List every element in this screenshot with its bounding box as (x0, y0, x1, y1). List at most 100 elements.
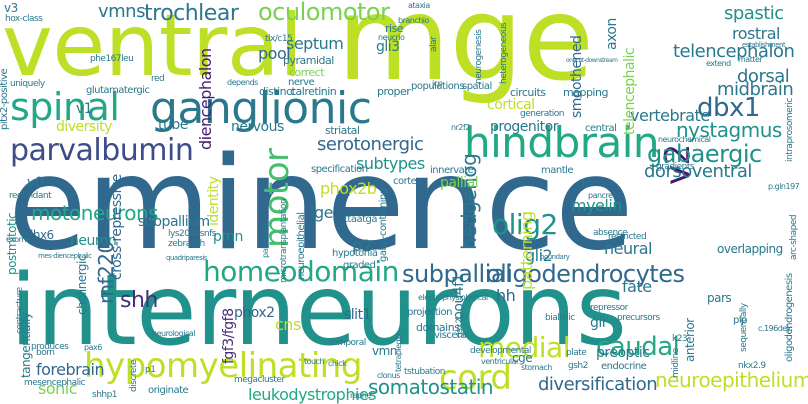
word-clonus: clonus (377, 371, 400, 380)
word-gaba-containing: gaba-containing (378, 188, 389, 262)
word-cord: cord (439, 358, 512, 398)
word-redundant: redundant (9, 191, 52, 201)
word-nerve: nerve (288, 77, 315, 88)
word-intraprosomeric: intraprosomeric (785, 98, 795, 162)
word-mapping: mapping (563, 86, 608, 99)
word-slit1: slit1 (344, 307, 371, 323)
word-heterogeneous: heterogeneous (499, 22, 509, 84)
word-megacluster: megacluster (234, 375, 285, 385)
word-pallial: pallial (440, 175, 479, 191)
word-contracture: contracture (15, 287, 25, 334)
word-forebrain: forebrain (36, 360, 105, 379)
word-correct: correct (289, 66, 325, 79)
word-lhx6: lhx6 (30, 228, 54, 242)
word-lge: lge (310, 203, 333, 222)
word-diversification: diversification (538, 374, 658, 395)
word-absence: absence (593, 228, 628, 238)
word-midbrain: midbrain (717, 79, 794, 100)
word-ventral: ventral (2, 0, 303, 96)
word-neuroepithelial: neuroepithelial (296, 212, 307, 281)
word-myelin: myelin (571, 196, 622, 215)
word-tube: tube (158, 117, 188, 133)
word-visceral: visceral (434, 330, 469, 341)
word-stomach: stomach (521, 363, 552, 372)
word-hypotonia: hypotonia (332, 248, 378, 259)
word-preoptic: preoptic (596, 345, 650, 361)
word-alar: alar (429, 36, 439, 52)
word-jcp: jcp (432, 79, 443, 88)
word-touch: touch (304, 357, 325, 366)
word-establishment: establishment (742, 41, 786, 49)
word-parvalbumin: parvalbumin (10, 133, 194, 168)
word-exome: exome (6, 235, 31, 244)
word-neurological: neurological (152, 329, 196, 338)
word-fgf3-fgf8: fgf3/fgf8 (221, 308, 237, 364)
word-hypomyelinating: hypomyelinating (84, 346, 362, 386)
word-microtransplantation: microtransplantation (279, 198, 289, 283)
word-gli3: gli3 (376, 39, 400, 55)
word-distinct: distinct (259, 85, 296, 98)
word-extend: extend (706, 59, 731, 68)
word-cns: cns (275, 315, 301, 334)
word-medial: medial (478, 331, 571, 364)
word-serotonergic: serotonergic (317, 134, 424, 155)
word-interneurons: interneurons (10, 254, 627, 368)
word-v3: v3 (4, 1, 18, 15)
word-subtypes: subtypes (356, 154, 425, 173)
word-depends: depends (227, 78, 258, 87)
word-vmn: vmn (372, 344, 397, 358)
word-developmental: developmental (470, 346, 531, 356)
word-arc-shaped: arc-shaped (789, 214, 799, 260)
word-born: born (36, 348, 55, 358)
word-spastic: spastic (724, 3, 784, 24)
word-tlx-c15: tlx/c15 (265, 34, 293, 44)
word-shhp1: shhp1 (92, 390, 118, 400)
word-populations: populations (411, 81, 464, 92)
word-endocrine: endocrine (601, 361, 647, 372)
word-innervate: innervate (430, 165, 474, 176)
word-originate: originate (148, 385, 189, 396)
word-red: red (151, 74, 165, 84)
word-calretinin: calretinin (290, 85, 337, 98)
word-oligodendrogenesis: oligodendrogenesis (784, 273, 795, 362)
word-cholinergic: cholinergic (75, 255, 89, 315)
word-p2: p2 (352, 236, 372, 255)
word-restricted: restricted (608, 232, 647, 242)
word-fate: fate (622, 277, 652, 296)
word-oligodendrocytes: oligodendrocytes (486, 260, 685, 288)
word-sonic: sonic (38, 379, 78, 398)
word-hindbrain: hindbrain (464, 118, 660, 167)
word-mantle: mantle (541, 165, 574, 176)
word-leukodystrophies: leukodystrophies (248, 385, 377, 404)
word-produces: produces (31, 342, 69, 352)
word-phox2: phox2 (234, 305, 275, 321)
word-domains: domains (416, 321, 460, 334)
word-tstubation: tstubation (404, 367, 445, 377)
word-septum: septum (286, 34, 344, 53)
word-neurogenesis: neurogenesis (474, 29, 484, 84)
word-hh: hh (496, 286, 516, 305)
word-cortical: cortical (487, 97, 535, 113)
word-homeodomain: homeodomain (203, 255, 399, 288)
word-subpallium: subpallium (138, 214, 210, 230)
word-gsx2: gsx2 (455, 318, 465, 338)
word-mes-diencephalic: mes-diencephalic (38, 252, 92, 260)
word-ataxia: ataxia (408, 1, 430, 10)
word-hlds: hlds (582, 179, 599, 189)
word-dbx1: dbx1 (697, 93, 760, 123)
word-repressor: repressor (590, 303, 628, 313)
word-p1: p1 (145, 365, 156, 375)
word-ttaatga: ttaatga (344, 214, 378, 225)
word-temporal: temporal (329, 338, 366, 348)
word-onecut-downstream: onecut-downstream (566, 57, 618, 64)
word-midline: midline (671, 348, 681, 378)
word-matter: matter (738, 55, 763, 64)
word-ventricular: ventricular (481, 357, 519, 366)
word-v1: v1 (76, 101, 93, 117)
word-precursors: precursors (617, 313, 660, 323)
word-nystagmus: nystagmus (676, 118, 782, 142)
word-hox-class: hox-class (5, 14, 43, 24)
word-dorsal: dorsal (737, 66, 790, 87)
word-ganglionic: ganglionic (150, 83, 372, 134)
